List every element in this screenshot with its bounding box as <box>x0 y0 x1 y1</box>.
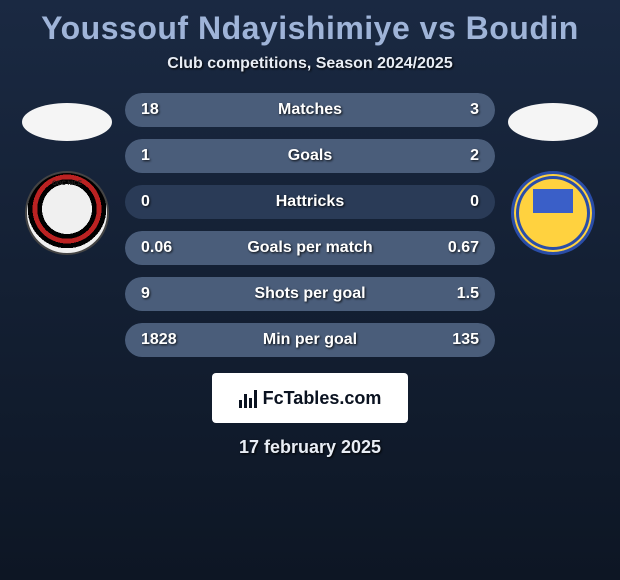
date-label: 17 february 2025 <box>239 437 381 458</box>
stat-row: 0.06 Goals per match 0.67 <box>125 231 495 265</box>
source-badge[interactable]: FcTables.com <box>212 373 408 423</box>
stat-row: 0 Hattricks 0 <box>125 185 495 219</box>
country-flag-left <box>22 103 112 141</box>
stat-value-right: 0.67 <box>448 239 479 257</box>
stat-label: Matches <box>125 101 495 119</box>
stat-row: 9 Shots per goal 1.5 <box>125 277 495 311</box>
comparison-card: Youssouf Ndayishimiye vs Boudin Club com… <box>0 0 620 458</box>
stat-row: 18 Matches 3 <box>125 93 495 127</box>
stat-label: Min per goal <box>125 331 495 349</box>
stat-row: 1828 Min per goal 135 <box>125 323 495 357</box>
main-row: 18 Matches 3 1 Goals 2 0 Hattricks 0 <box>0 93 620 357</box>
stat-label: Shots per goal <box>125 285 495 303</box>
left-side <box>17 93 117 255</box>
club-badge-right-inner <box>533 189 573 237</box>
stats-list: 18 Matches 3 1 Goals 2 0 Hattricks 0 <box>125 93 495 357</box>
stat-value-right: 2 <box>470 147 479 165</box>
stat-value-right: 135 <box>452 331 479 349</box>
subtitle: Club competitions, Season 2024/2025 <box>167 55 452 73</box>
stat-value-right: 1.5 <box>457 285 479 303</box>
club-badge-left <box>25 171 109 255</box>
right-side <box>503 93 603 255</box>
chart-icon <box>239 388 257 408</box>
country-flag-right <box>508 103 598 141</box>
stat-label: Hattricks <box>125 193 495 211</box>
stat-label: Goals <box>125 147 495 165</box>
stat-label: Goals per match <box>125 239 495 257</box>
page-title: Youssouf Ndayishimiye vs Boudin <box>41 10 579 47</box>
stat-value-right: 3 <box>470 101 479 119</box>
source-text: FcTables.com <box>263 388 382 409</box>
club-badge-right <box>511 171 595 255</box>
stat-value-right: 0 <box>470 193 479 211</box>
stat-row: 1 Goals 2 <box>125 139 495 173</box>
